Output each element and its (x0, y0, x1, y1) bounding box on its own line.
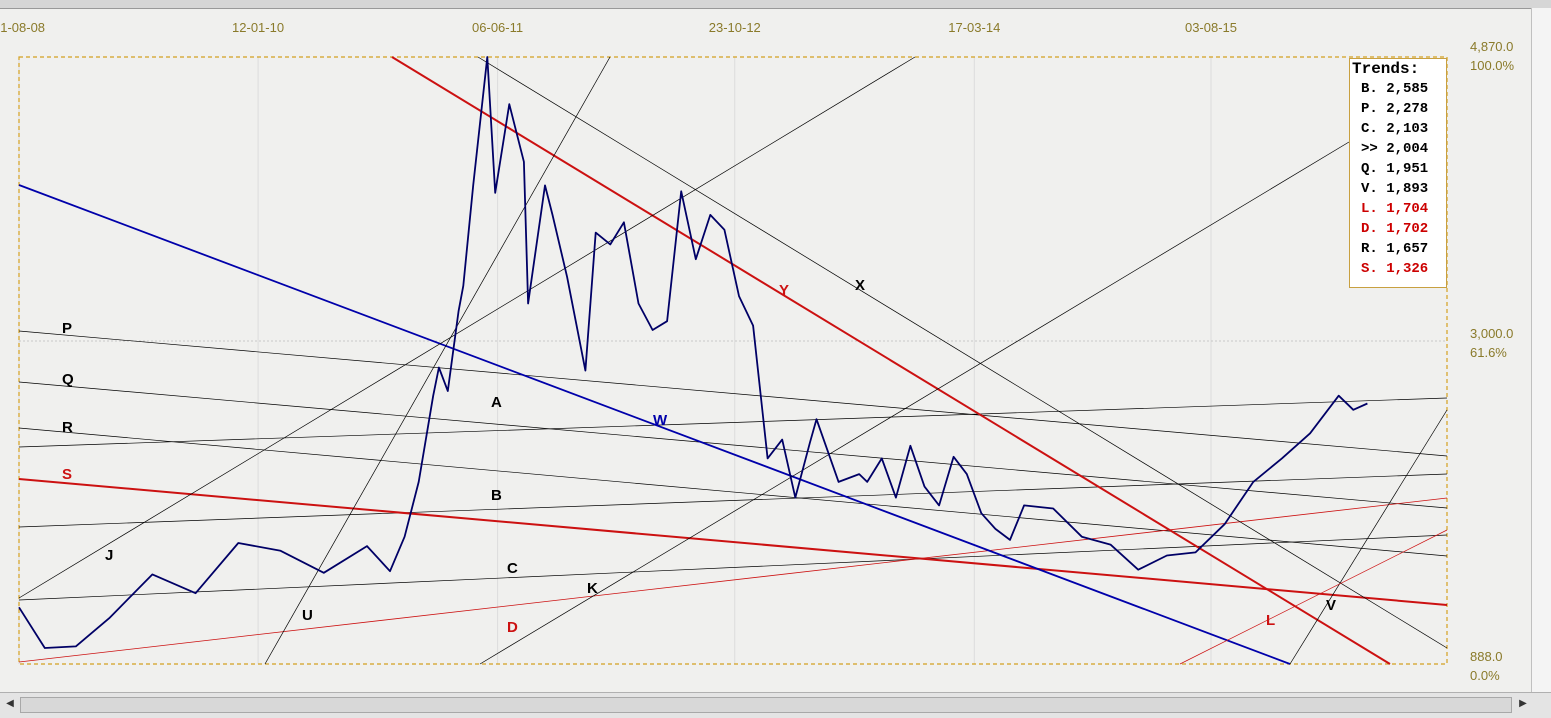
chart-grid (18, 57, 1447, 664)
x-tick-label: 06-06-11 (472, 20, 523, 35)
trends-row: P. 2,278 (1361, 101, 1429, 117)
trend-line (18, 397, 1448, 448)
horizontal-scrollbar[interactable]: ◀ ▶ (0, 692, 1551, 718)
trend-label-b: B (491, 487, 502, 504)
trends-row: D. 1,702 (1361, 221, 1429, 237)
trend-line (18, 56, 916, 599)
trend-label-x: X (855, 277, 865, 294)
y-tick-value: 3,000.0 (1470, 326, 1513, 341)
trend-label-k: K (587, 580, 598, 597)
trends-row: R. 1,657 (1361, 241, 1429, 257)
trend-label-r: R (62, 419, 73, 436)
y-tick-value: 4,870.0 (1470, 39, 1513, 54)
x-tick-label: 17-03-14 (948, 20, 1000, 35)
plot-border (18, 56, 1448, 665)
x-tick-label: 12-01-10 (232, 20, 284, 35)
x-tick-label: 21-08-08 (0, 20, 45, 35)
price-chart[interactable]: 21-08-08 12-01-10 06-06-11 23-10-12 17-03-14… (0, 0, 1531, 692)
y-tick-value: 888.0 (1470, 649, 1503, 664)
trend-line (391, 56, 1391, 665)
trend-line (18, 478, 1448, 606)
trends-title: Trends: (1352, 60, 1420, 78)
x-tick-label: 23-10-12 (709, 20, 761, 35)
trend-line (18, 473, 1448, 528)
x-tick-label: 03-08-15 (1185, 20, 1237, 35)
x-axis-ticks: 21-08-08 12-01-10 06-06-11 23-10-12 17-03-14… (0, 20, 1237, 35)
trends-legend: Trends: B. 2,585 P. 2,278 C. 2,103 >> 2,004… (1349, 58, 1447, 288)
y-tick-pct: 61.6% (1470, 345, 1507, 360)
trends-rows: B. 2,585 P. 2,278 C. 2,103 >> 2,004 Q. 1,951… (1350, 79, 1446, 279)
scroll-thumb[interactable] (20, 697, 1512, 713)
scroll-left-icon[interactable]: ◀ (6, 698, 14, 709)
trend-lines (18, 56, 1448, 665)
scroll-right-icon[interactable]: ▶ (1519, 698, 1527, 709)
trend-label-u: U (302, 607, 313, 624)
trends-row: V. 1,893 (1361, 181, 1429, 197)
trend-label-a: A (491, 394, 502, 411)
trend-line (264, 56, 611, 665)
trends-row: >> 2,004 (1361, 141, 1429, 157)
trend-label-l: L (1266, 612, 1275, 629)
trend-label-y: Y (779, 282, 789, 299)
trend-label-c: C (507, 560, 518, 577)
trend-line (479, 141, 1350, 665)
trends-row: S. 1,326 (1361, 261, 1429, 277)
trend-label-q: Q (62, 371, 74, 388)
trend-label-d: D (507, 619, 518, 636)
trend-label-p: P (62, 320, 72, 337)
trend-label-s: S (62, 466, 72, 483)
trend-line (1179, 529, 1448, 665)
y-axis-ticks: 4,870.0 100.0% 3,000.0 61.6% 888.0 0.0% (1470, 39, 1515, 683)
trends-row: B. 2,585 (1361, 81, 1429, 97)
trend-line (18, 427, 1448, 557)
trends-row: C. 2,103 (1361, 121, 1429, 137)
trend-line (1289, 409, 1448, 665)
trend-label-w: W (653, 412, 668, 429)
window-top-edge (0, 0, 1551, 9)
trends-row: L. 1,704 (1361, 201, 1429, 217)
trend-label-v: V (1326, 597, 1336, 614)
trend-line (18, 184, 1291, 665)
trend-label-j: J (105, 547, 113, 564)
trend-line (18, 534, 1448, 601)
y-tick-pct: 0.0% (1470, 668, 1500, 683)
trend-line (18, 381, 1448, 509)
trend-line (477, 56, 1448, 649)
vertical-scrollbar[interactable] (1531, 8, 1551, 692)
trends-row: Q. 1,951 (1361, 161, 1429, 177)
trend-line-labels: P Q R S A B C D J U K W Y X L V (62, 277, 1336, 636)
price-series-line (18, 56, 1368, 649)
trend-line (18, 330, 1448, 457)
trend-line (18, 497, 1448, 663)
y-tick-pct: 100.0% (1470, 58, 1515, 73)
